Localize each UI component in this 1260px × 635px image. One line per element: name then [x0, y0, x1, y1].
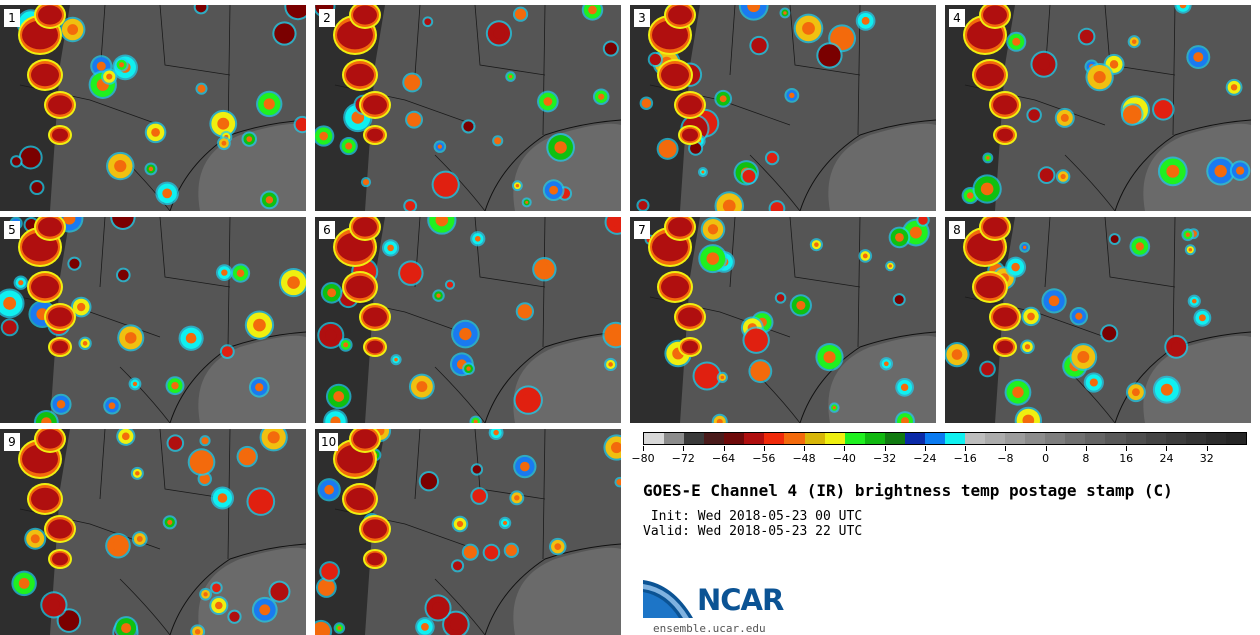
colorbar-tick [965, 446, 967, 451]
colorbar-segment [1005, 433, 1026, 444]
panel-number: 5 [4, 221, 20, 239]
colorbar-segment [1225, 433, 1246, 444]
colorbar-segment [744, 433, 765, 444]
colorbar-segment [1025, 433, 1046, 444]
colorbar-ticks: −80 −72 −64 −56 −48 −40 −32 −24 −16 −8 0 8 16 24 32 [631, 446, 1247, 468]
map-panel-1: 1 [0, 5, 306, 211]
colorbar-segment [1085, 433, 1106, 444]
colorbar-segment [1145, 433, 1166, 444]
colorbar-segment [944, 433, 965, 444]
figure-title: GOES-E Channel 4 (IR) brightness temp po… [643, 481, 1173, 500]
panel-number: 7 [634, 221, 650, 239]
colorbar-segment [804, 433, 825, 444]
panel-number: 6 [319, 221, 335, 239]
colorbar-tick [1166, 446, 1168, 451]
ir-map [945, 217, 1251, 423]
colorbar-tick [924, 446, 926, 451]
colorbar-tick [723, 446, 725, 451]
map-panel-10: 10 [315, 429, 621, 635]
logo-text: NCAR [697, 583, 784, 617]
colorbar-tick-label: −72 [671, 452, 695, 465]
colorbar-segment [1065, 433, 1086, 444]
panel-number: 2 [319, 9, 335, 27]
colorbar-segment [724, 433, 745, 444]
ir-map [0, 5, 306, 211]
colorbar-tick [1085, 446, 1087, 451]
colorbar-tick [1126, 446, 1128, 451]
colorbar-tick [804, 446, 806, 451]
colorbar-segment [1185, 433, 1206, 444]
colorbar-tick [763, 446, 765, 451]
colorbar-tick [844, 446, 846, 451]
ir-map [315, 429, 621, 635]
ir-map [0, 217, 306, 423]
colorbar-tick-label: −40 [832, 452, 856, 465]
colorbar-segment [764, 433, 785, 444]
colorbar-tick-label: −32 [872, 452, 897, 465]
map-panel-7: 7 [630, 217, 936, 423]
colorbar-tick-label: −16 [953, 452, 977, 465]
ir-map [315, 217, 621, 423]
panel-number: 10 [319, 433, 339, 451]
colorbar-tick-label: 8 [1082, 452, 1090, 465]
ir-map [0, 429, 306, 635]
panel-number: 9 [4, 433, 20, 451]
map-panel-5: 5 [0, 217, 306, 423]
colorbar-tick [683, 446, 685, 451]
colorbar-tick [643, 446, 644, 451]
colorbar-segment [965, 433, 986, 444]
panel-number: 1 [4, 9, 20, 27]
panel-number: 3 [634, 9, 650, 27]
colorbar-segment [904, 433, 925, 444]
panel-number: 8 [949, 221, 965, 239]
colorbar-tick [1206, 446, 1208, 451]
colorbar-segment [844, 433, 865, 444]
colorbar-segment [664, 433, 685, 444]
colorbar-tick-label: −64 [711, 452, 736, 465]
colorbar-tick-label: 0 [1042, 452, 1050, 465]
colorbar-segment [784, 433, 805, 444]
colorbar-segment [644, 433, 665, 444]
colorbar-segment [1105, 433, 1126, 444]
colorbar-tick [884, 446, 886, 451]
colorbar-tick-label: 32 [1199, 452, 1214, 465]
colorbar-segment [1125, 433, 1146, 444]
colorbar-segment [864, 433, 885, 444]
colorbar-tick-label: −48 [792, 452, 816, 465]
map-panel-3: 3 [630, 5, 936, 211]
map-panel-4: 4 [945, 5, 1251, 211]
colorbar-tick-label: −8 [997, 452, 1014, 465]
colorbar-tick-label: −80 [631, 452, 655, 465]
colorbar-tick [1005, 446, 1007, 451]
colorbar-segment [824, 433, 845, 444]
map-panel-8: 8 [945, 217, 1251, 423]
colorbar-segment [1205, 433, 1226, 444]
ir-map [945, 5, 1251, 211]
colorbar-segment [1045, 433, 1066, 444]
valid-time: Valid: Wed 2018-05-23 22 UTC [643, 524, 863, 539]
colorbar-tick-label: 24 [1159, 452, 1174, 465]
map-panel-9: 9 [0, 429, 306, 635]
website-url[interactable]: ensemble.ucar.edu [653, 622, 766, 635]
colorbar-tick [1045, 446, 1047, 451]
map-panel-6: 6 [315, 217, 621, 423]
colorbar [643, 432, 1247, 445]
colorbar-segment [884, 433, 905, 444]
panel-number: 4 [949, 9, 965, 27]
ir-map [630, 5, 936, 211]
init-time: Init: Wed 2018-05-23 00 UTC [643, 509, 863, 524]
colorbar-tick-label: −24 [913, 452, 937, 465]
ir-map [630, 217, 936, 423]
colorbar-segment [684, 433, 705, 444]
ncar-logo-icon [643, 580, 693, 618]
colorbar-tick-label: 16 [1119, 452, 1134, 465]
ir-map [315, 5, 621, 211]
colorbar-segment [704, 433, 725, 444]
colorbar-tick-label: −56 [752, 452, 776, 465]
colorbar-segment [1165, 433, 1186, 444]
map-panel-2: 2 [315, 5, 621, 211]
colorbar-segment [985, 433, 1006, 444]
colorbar-segment [924, 433, 945, 444]
